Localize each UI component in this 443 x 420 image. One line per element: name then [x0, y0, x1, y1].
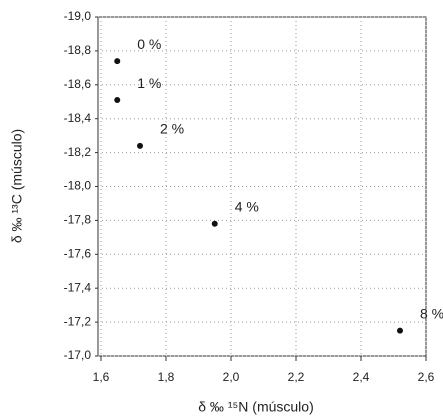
- y-tick-label: -17,6: [64, 246, 92, 260]
- y-tick-label: -17,4: [64, 280, 92, 294]
- point-label: 8 %: [420, 305, 443, 321]
- x-tick-label: 2,6: [418, 370, 435, 384]
- point: [397, 327, 403, 334]
- y-tick-label: -17,8: [64, 213, 92, 227]
- point-label: 1 %: [137, 75, 161, 91]
- x-tick-label: 2,0: [223, 370, 240, 384]
- y-tick-label: -18,2: [64, 145, 92, 159]
- point-label: 2 %: [160, 121, 184, 137]
- x-tick-label: 1,8: [158, 370, 175, 384]
- point: [114, 97, 121, 104]
- y-tick-label: -17,0: [64, 348, 92, 362]
- y-tick-label: -18,0: [64, 179, 92, 193]
- point: [137, 142, 143, 149]
- point: [211, 220, 218, 227]
- y-axis-title: δ ‰ ¹³C (músculo): [9, 129, 25, 243]
- x-tick-label: 1,6: [93, 370, 110, 384]
- x-tick-label: 2,2: [288, 370, 305, 384]
- y-tick-label: -18,4: [64, 111, 92, 125]
- y-tick-label: -17,2: [64, 314, 92, 328]
- x-axis-title: δ ‰ ¹⁵N (músculo): [198, 399, 314, 415]
- y-tick-label: -18,6: [64, 77, 92, 91]
- x-tick-label: 2,4: [353, 370, 370, 384]
- y-tick-label: -18,8: [64, 43, 92, 57]
- point: [114, 58, 121, 65]
- point-label: 0 %: [137, 36, 161, 52]
- y-tick-label: -19,0: [64, 9, 92, 23]
- point-label: 4 %: [235, 198, 259, 214]
